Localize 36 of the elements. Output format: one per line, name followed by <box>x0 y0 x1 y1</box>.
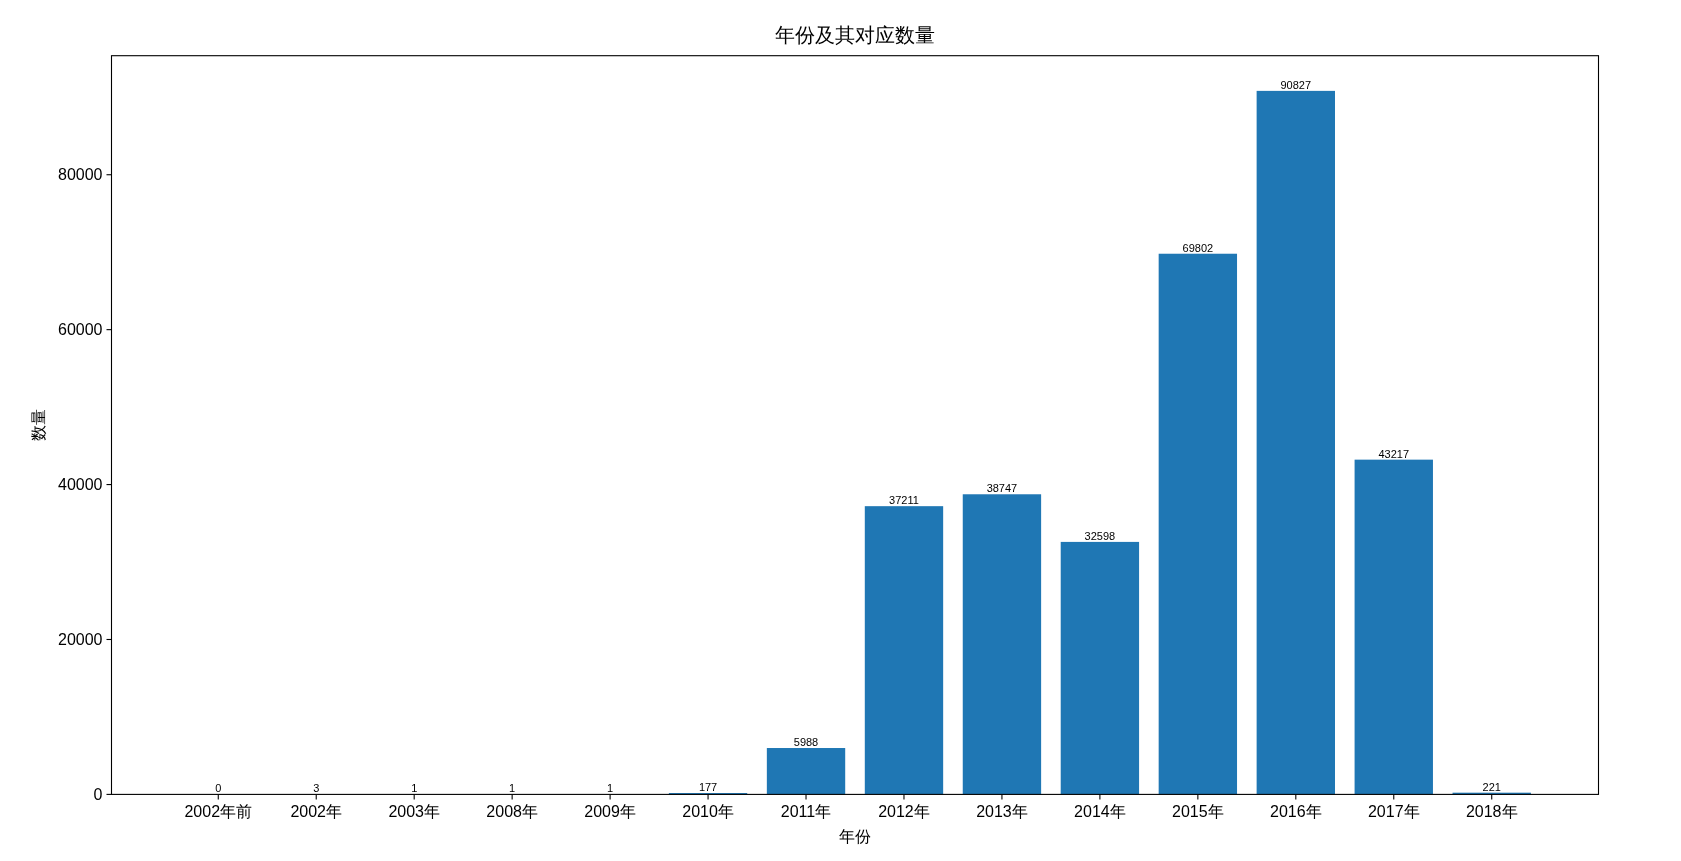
data-label: 5988 <box>793 736 819 748</box>
data-label: 37211 <box>889 494 919 507</box>
data-label: 43217 <box>1378 447 1410 460</box>
x-tick-label: 2016年 <box>1270 803 1322 821</box>
data-label: 3 <box>313 782 320 795</box>
x-tick-label: 2014年 <box>1074 803 1126 821</box>
y-tick-label: 60000 <box>58 321 103 339</box>
x-tick-label: 2002年前 <box>184 803 253 821</box>
x-tick-label: 2011年 <box>780 803 832 821</box>
data-label: 69802 <box>1182 241 1214 254</box>
data-label: 1 <box>411 782 418 795</box>
x-tick-label: 2017年 <box>1367 803 1420 821</box>
title: 年份及其对应数量 <box>775 23 935 46</box>
data-label: 0 <box>215 782 222 795</box>
y-tick-label: 20000 <box>58 631 103 648</box>
x-tick-label: 2015年 <box>1172 803 1224 821</box>
xlabel: 年份 <box>839 828 871 846</box>
x-tick-label: 2003年 <box>388 803 440 821</box>
y-tick-label: 40000 <box>58 476 103 494</box>
x-tick-label: 2018年 <box>1465 803 1518 821</box>
data-label: 90827 <box>1280 78 1312 91</box>
x-tick-label: 2010年 <box>682 803 734 821</box>
x-tick-label: 2013年 <box>976 803 1028 821</box>
data-label: 1 <box>509 782 516 795</box>
x-tick-label: 2009年 <box>584 803 636 821</box>
y-tick-label: 0 <box>93 785 103 803</box>
data-label: 1 <box>607 782 614 795</box>
y-tick-label: 80000 <box>58 166 103 184</box>
ylabel: 数量 <box>30 409 48 442</box>
x-tick-label: 2002年 <box>290 803 343 821</box>
data-label: 32598 <box>1084 529 1116 542</box>
x-tick-label: 2008年 <box>486 803 538 821</box>
data-label: 221 <box>1482 780 1501 793</box>
data-label: 177 <box>698 781 718 794</box>
x-tick-label: 2012年 <box>878 803 930 821</box>
data-label: 38747 <box>986 482 1018 495</box>
